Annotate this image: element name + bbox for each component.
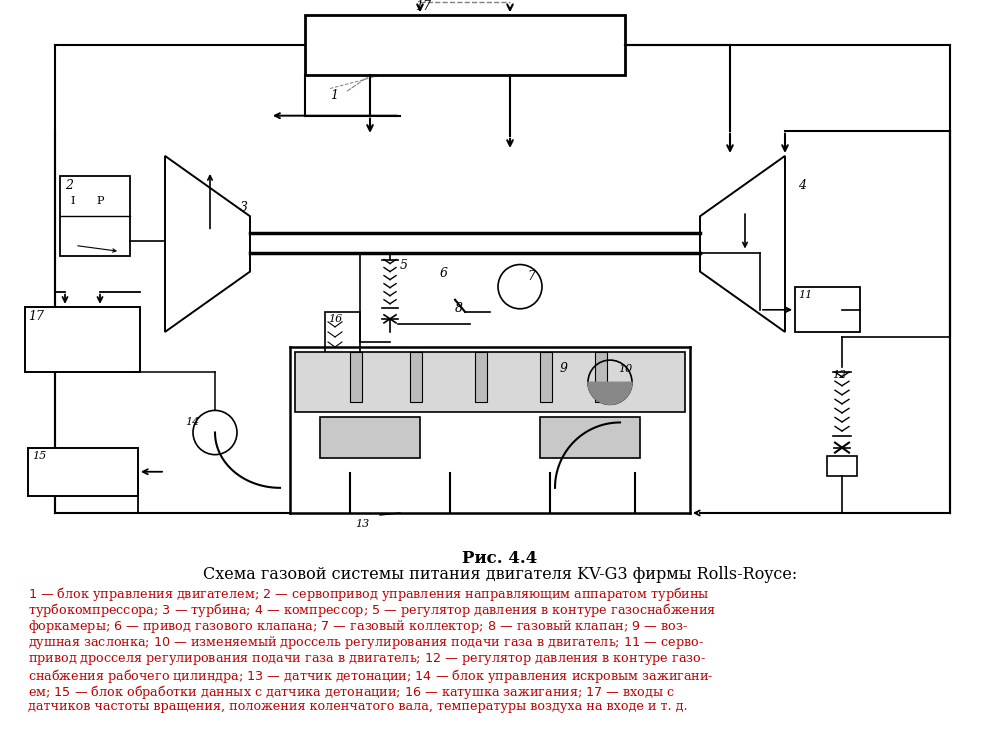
Bar — [795, 287, 860, 332]
Text: 3: 3 — [240, 201, 248, 214]
Text: 17: 17 — [415, 0, 431, 13]
Text: 15: 15 — [32, 451, 46, 461]
Bar — [540, 418, 640, 458]
Text: 13: 13 — [355, 519, 369, 529]
Text: турбокомпрессора; $\it{3}$ — турбина; $\it{4}$ — компрессор; $\it{5}$ — регулято: турбокомпрессора; $\it{3}$ — турбина; $\… — [28, 601, 716, 619]
Bar — [827, 456, 857, 476]
Text: 6: 6 — [440, 266, 448, 280]
Bar — [295, 352, 685, 413]
Bar — [25, 307, 140, 372]
Bar — [28, 448, 138, 496]
Bar — [350, 352, 362, 402]
Bar — [305, 15, 625, 76]
Text: 12: 12 — [832, 370, 846, 380]
Text: 5: 5 — [400, 258, 408, 272]
Text: 1: 1 — [330, 89, 338, 101]
Text: 17: 17 — [28, 310, 44, 323]
Text: Схема газовой системы питания двигателя KV-G3 фирмы Rolls-Royce:: Схема газовой системы питания двигателя … — [203, 566, 797, 583]
Text: 14: 14 — [185, 418, 199, 427]
Text: привод дросселя регулирования подачи газа в двигатель; $\it{12}$ — регулятор дав: привод дросселя регулирования подачи газ… — [28, 650, 706, 666]
Text: форкамеры; $\it{6}$ — привод газового клапана; $\it{7}$ — газовый коллектор; $\i: форкамеры; $\it{6}$ — привод газового кл… — [28, 618, 688, 635]
Polygon shape — [700, 156, 785, 332]
Bar — [325, 312, 360, 367]
Bar — [475, 352, 487, 402]
Polygon shape — [588, 382, 632, 404]
Text: 9: 9 — [560, 362, 568, 375]
Text: 4: 4 — [798, 179, 806, 192]
Bar — [320, 418, 420, 458]
Text: I: I — [71, 196, 75, 206]
Text: 8: 8 — [455, 302, 463, 315]
Text: датчиков частоты вращения, положения коленчатого вала, температуры воздуха на вх: датчиков частоты вращения, положения кол… — [28, 700, 688, 713]
Bar — [60, 176, 130, 256]
Text: $\it{1}$ — блок управления двигателем; $\it{2}$ — сервопривод управления направл: $\it{1}$ — блок управления двигателем; $… — [28, 585, 710, 603]
Text: 2: 2 — [65, 179, 73, 192]
Text: 7: 7 — [527, 269, 535, 283]
Text: 16: 16 — [328, 314, 342, 324]
Bar — [540, 352, 552, 402]
Text: ем; $\it{15}$ — блок обработки данных с датчика детонации; $\it{16}$ — катушка з: ем; $\it{15}$ — блок обработки данных с … — [28, 683, 675, 701]
Bar — [410, 352, 422, 402]
Text: 11: 11 — [798, 290, 812, 299]
Bar — [595, 352, 607, 402]
Text: P: P — [96, 196, 104, 206]
Text: снабжения рабочего цилиндра; $\it{13}$ — датчик детонации; $\it{14}$ — блок упра: снабжения рабочего цилиндра; $\it{13}$ —… — [28, 667, 714, 685]
Text: 10: 10 — [618, 364, 632, 374]
Text: душная заслонка; $\it{10}$ — изменяемый дроссель регулирования подачи газа в дви: душная заслонка; $\it{10}$ — изменяемый … — [28, 634, 704, 651]
Text: Рис. 4.4: Рис. 4.4 — [462, 550, 538, 567]
Polygon shape — [165, 156, 250, 332]
